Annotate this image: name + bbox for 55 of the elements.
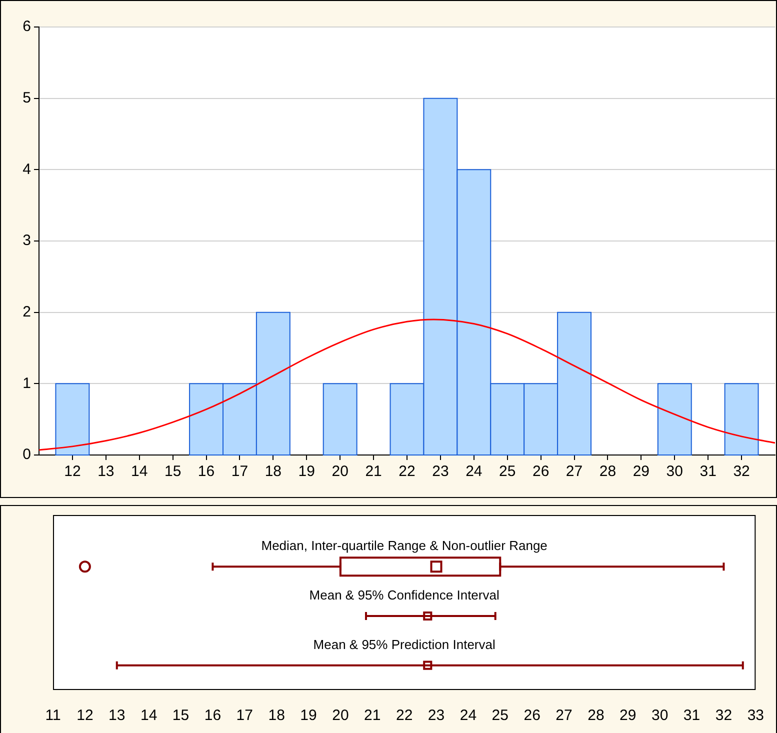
y-tick-label: 2 [22, 303, 31, 320]
x-tick-label: 30 [666, 463, 683, 480]
x-tick-label: 28 [599, 463, 616, 480]
x-tick-label: 14 [131, 463, 148, 480]
category-label: Mean & 95% Confidence Interval [309, 588, 500, 603]
x-tick-label: 14 [140, 707, 158, 724]
x-tick-label: 12 [64, 463, 81, 480]
x-tick-label: 23 [432, 463, 449, 480]
x-tick-label: 12 [76, 707, 94, 724]
x-tick-label: 16 [204, 707, 222, 724]
category-label: Mean & 95% Prediction Interval [313, 636, 496, 652]
x-tick-label: 25 [492, 707, 508, 724]
x-tick-label: 25 [499, 463, 516, 480]
x-tick-label: 13 [98, 463, 114, 480]
x-tick-label: 15 [172, 707, 190, 724]
x-tick-label: 21 [364, 707, 381, 724]
y-tick-label: 3 [22, 232, 31, 250]
x-tick-label: 15 [164, 463, 182, 480]
x-tick-label: 24 [466, 463, 482, 480]
x-tick-label: 17 [236, 707, 253, 724]
y-tick-label: 4 [22, 160, 31, 178]
x-tick-label: 20 [332, 707, 349, 724]
x-tick-label: 29 [620, 707, 636, 724]
line-series [39, 318, 775, 451]
x-tick-label: 19 [300, 707, 317, 724]
x-tick-label: 31 [700, 463, 716, 480]
x-tick-label: 20 [332, 463, 348, 480]
category-label: Median, Inter-quartile Range & Non-outlier Range [261, 538, 548, 554]
y-tick-label: 6 [22, 18, 31, 36]
x-tick-label: 16 [198, 463, 215, 480]
x-tick-label: 13 [108, 707, 126, 724]
x-tick-label: 32 [715, 707, 732, 724]
x-tick-label: 30 [651, 707, 668, 724]
x-tick-label: 19 [298, 463, 315, 480]
x-tick-label: 18 [268, 707, 285, 724]
x-tick-label: 29 [632, 463, 650, 480]
x-tick-label: 21 [365, 463, 382, 480]
y-tick-label: 0 [22, 446, 31, 464]
x-tick-label: 26 [524, 707, 540, 724]
x-tick-label: 33 [747, 707, 764, 724]
x-tick-label: 32 [733, 463, 750, 480]
x-tick-label: 18 [264, 463, 282, 480]
y-tick-label: 1 [22, 374, 31, 392]
x-tick-label: 24 [460, 707, 477, 724]
x-tick-label: 22 [396, 707, 413, 724]
x-tick-label: 11 [45, 707, 61, 724]
x-tick-label: 27 [566, 463, 583, 480]
x-tick-label: 31 [683, 707, 700, 724]
x-tick-label: 17 [231, 463, 248, 480]
x-tick-label: 22 [398, 463, 416, 480]
x-tick-label: 27 [556, 707, 572, 724]
y-tick-label: 5 [22, 89, 31, 106]
x-tick-label: 26 [532, 463, 550, 480]
x-tick-label: 23 [428, 707, 445, 724]
x-tick-label: 28 [588, 707, 604, 724]
